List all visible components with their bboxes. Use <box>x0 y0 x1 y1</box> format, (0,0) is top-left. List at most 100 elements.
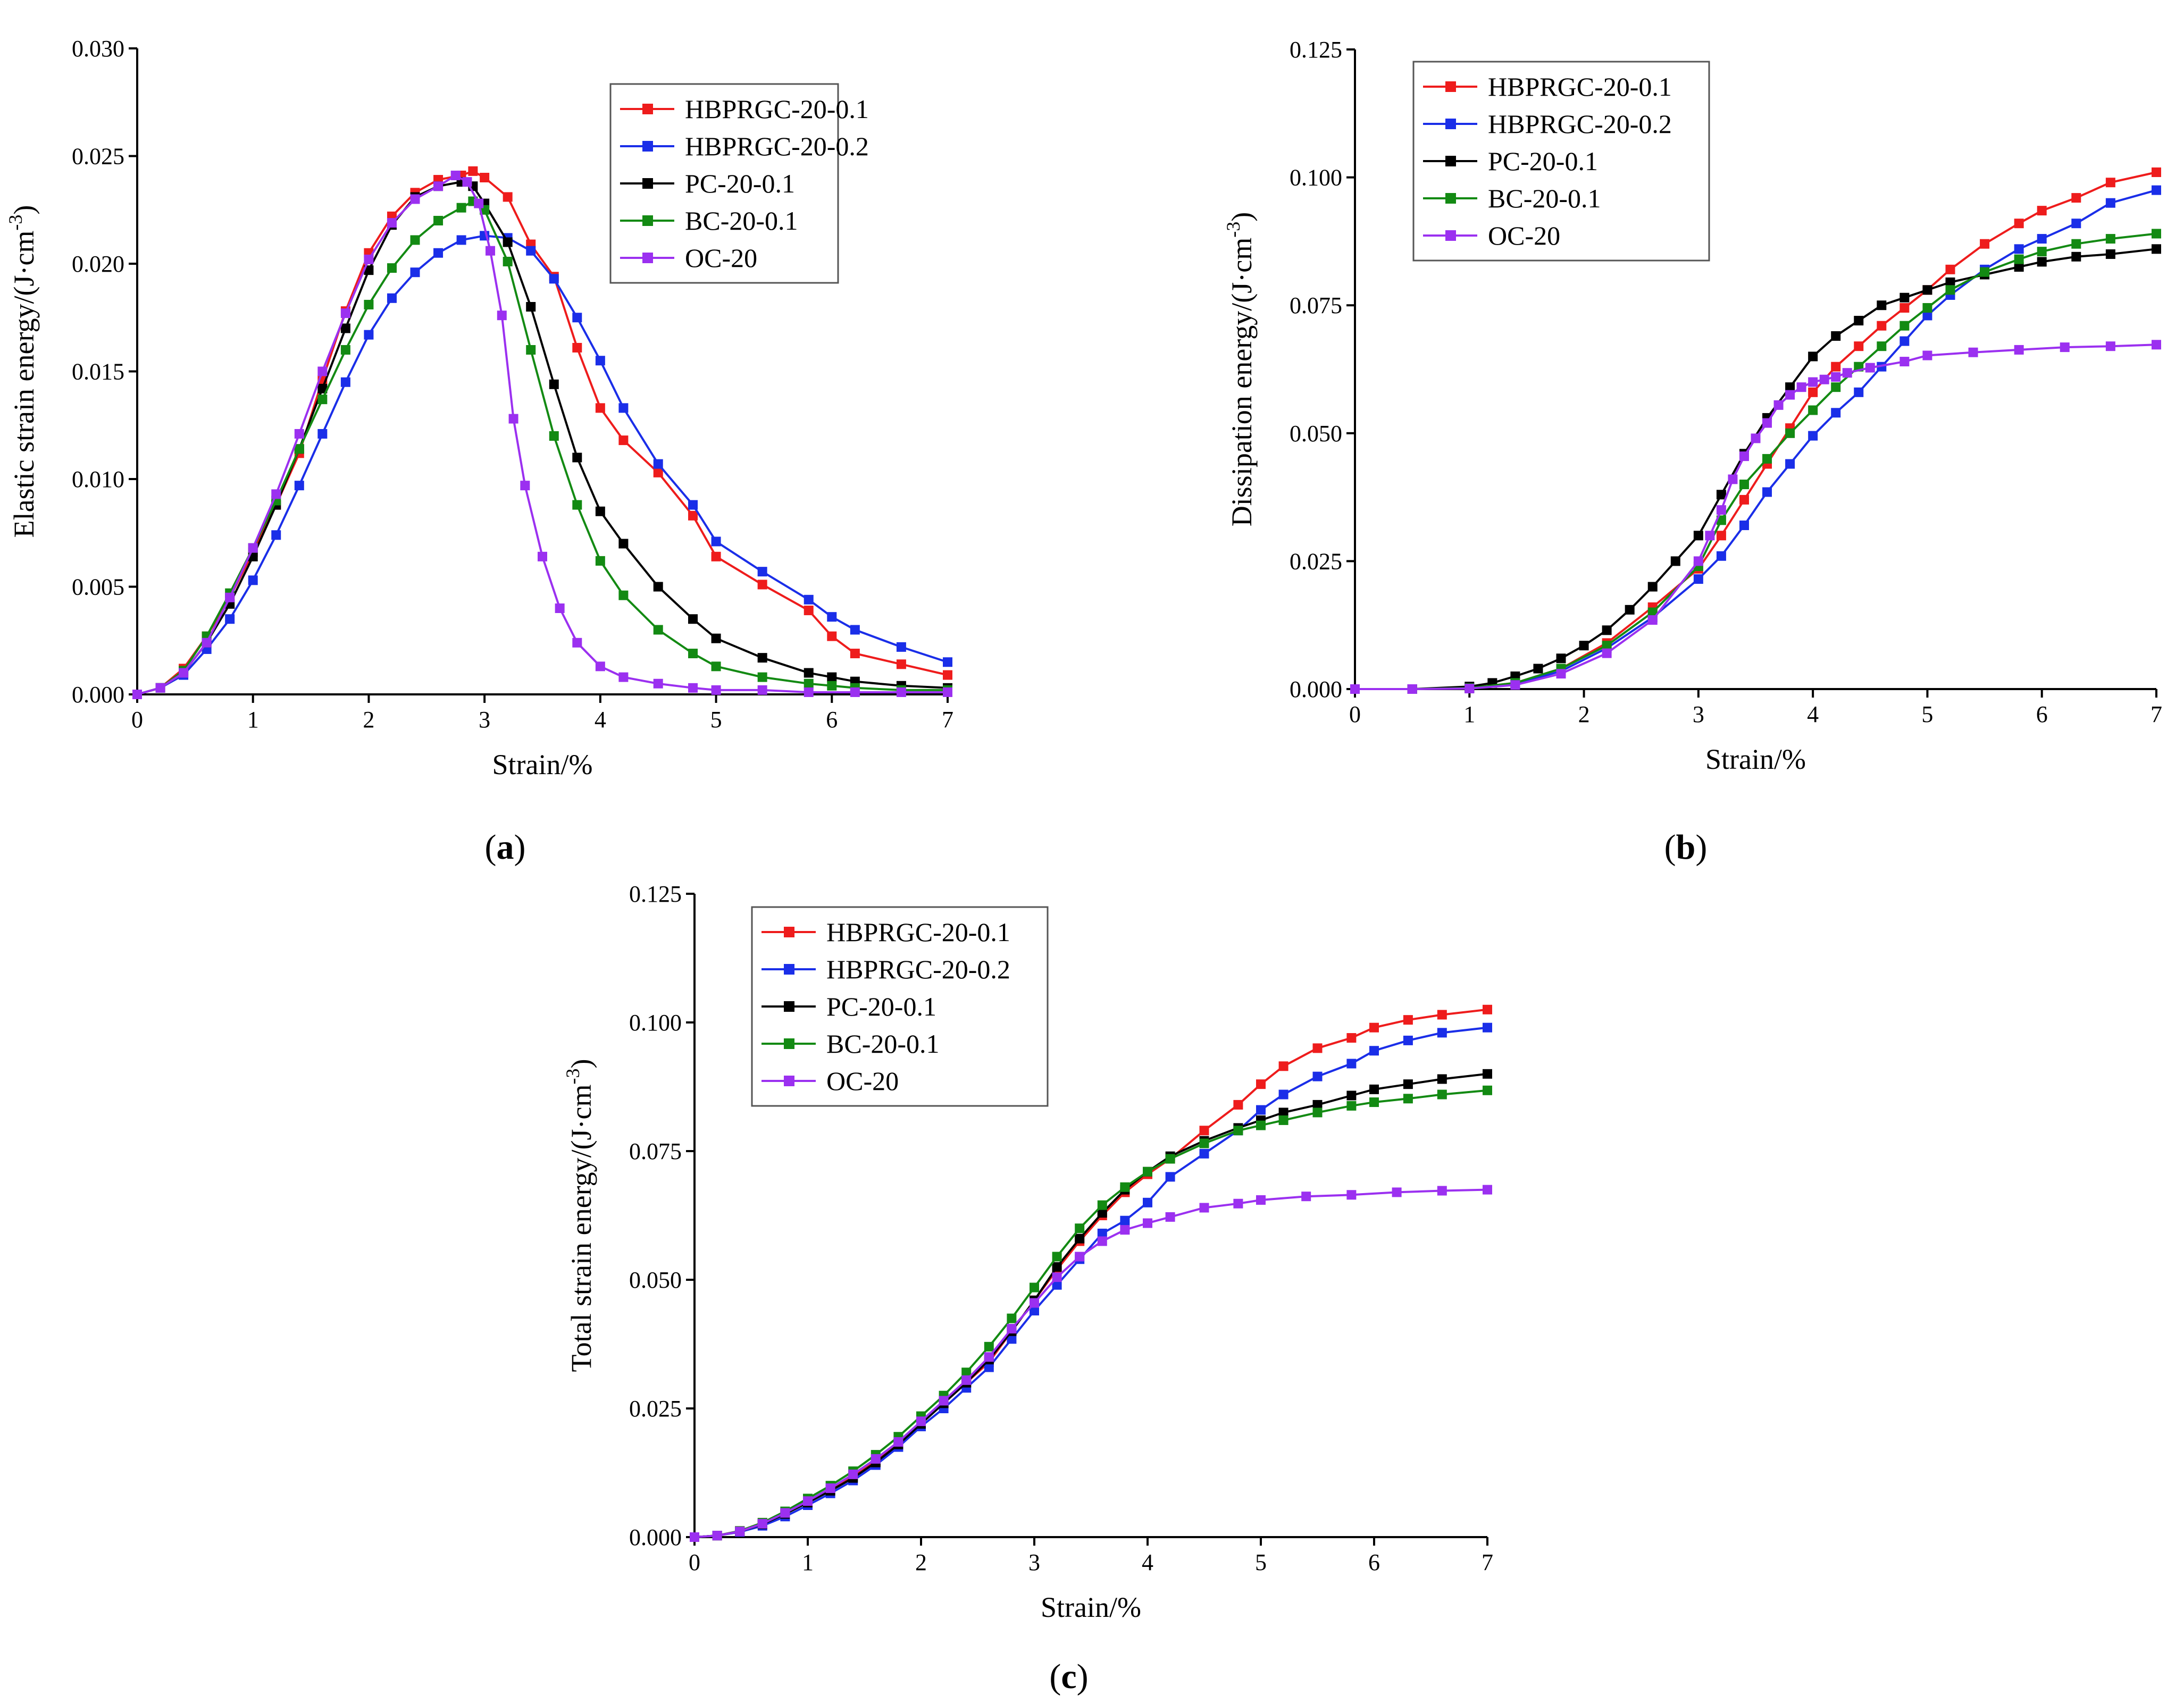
panel-label-letter: c <box>1061 1657 1076 1696</box>
data-point <box>317 395 328 405</box>
data-point <box>294 444 304 454</box>
y-tick-label: 0.100 <box>1290 165 1342 191</box>
data-point <box>688 649 698 659</box>
data-point <box>2152 229 2161 239</box>
data-point <box>1052 1272 1062 1282</box>
data-point <box>1097 1236 1107 1246</box>
data-point <box>1278 1115 1288 1125</box>
data-point <box>1808 377 1818 387</box>
data-point <box>433 248 444 258</box>
data-point <box>595 403 605 413</box>
data-point <box>1739 494 1749 505</box>
data-point <box>1945 285 1955 295</box>
data-point <box>757 653 767 663</box>
data-point <box>1052 1252 1062 1262</box>
x-tick-label: 0 <box>1349 701 1361 727</box>
y-tick-label: 0.030 <box>72 36 124 62</box>
data-point <box>757 580 767 590</box>
data-point <box>961 1368 972 1378</box>
y-axis-title: Dissipation energy/(J·cm-3) <box>1223 212 1258 526</box>
data-point <box>1693 574 1703 584</box>
data-point <box>688 614 698 624</box>
y-axis-title-exponent: -3 <box>562 1068 583 1084</box>
data-point <box>653 678 663 689</box>
data-point <box>827 612 837 622</box>
x-axis-title: Strain/% <box>492 749 593 781</box>
data-point <box>1233 1198 1243 1209</box>
y-tick-label: 0.020 <box>72 251 124 277</box>
data-point <box>804 606 814 616</box>
data-point <box>1256 1105 1266 1115</box>
data-point <box>340 308 350 318</box>
data-point <box>1877 321 1887 331</box>
data-point <box>757 685 767 695</box>
data-point <box>1030 1282 1039 1293</box>
x-tick-label: 6 <box>1368 1549 1380 1575</box>
data-point <box>803 1496 813 1506</box>
data-point <box>943 670 952 680</box>
data-point <box>893 1437 903 1447</box>
data-point <box>462 177 472 187</box>
legend-label: HBPRGC-20-0.2 <box>685 131 869 161</box>
data-point <box>364 330 374 340</box>
data-point <box>433 216 444 225</box>
series-line <box>1355 248 2157 690</box>
series-BC-20-0.1 <box>690 1085 1492 1542</box>
legend-box <box>609 83 839 284</box>
x-tick-label: 7 <box>942 707 953 733</box>
legend-swatch-marker <box>1445 230 1456 241</box>
x-tick-label: 2 <box>363 707 374 733</box>
y-tick-label: 0.025 <box>1290 548 1342 574</box>
y-tick-label: 0.075 <box>629 1138 682 1164</box>
data-point <box>827 631 837 641</box>
panel-label-close: ) <box>514 828 526 867</box>
data-point <box>943 657 952 667</box>
data-point <box>340 377 350 387</box>
legend-swatch-marker <box>784 1038 794 1049</box>
y-tick-label: 0.100 <box>629 1010 682 1036</box>
data-point <box>1533 664 1543 674</box>
data-point <box>1556 653 1566 664</box>
legend-label: OC-20 <box>685 243 757 273</box>
data-point <box>1301 1192 1311 1202</box>
data-point <box>1819 374 1829 384</box>
data-point <box>456 235 466 245</box>
data-point <box>555 603 565 613</box>
data-point <box>410 267 420 278</box>
data-point <box>1762 487 1772 497</box>
data-point <box>827 672 837 682</box>
data-point <box>1369 1046 1379 1056</box>
legend-swatch-marker <box>642 141 653 152</box>
data-point <box>248 575 258 585</box>
data-point <box>1143 1218 1152 1228</box>
data-point <box>916 1416 926 1427</box>
panel-label-close: ) <box>1695 828 1707 867</box>
data-point <box>757 567 767 577</box>
legend-label: HBPRGC-20-0.1 <box>685 94 869 124</box>
data-point <box>1030 1306 1039 1316</box>
panel-label: (c) <box>1049 1657 1088 1696</box>
data-point <box>1233 1100 1243 1110</box>
data-point <box>1785 390 1795 400</box>
data-point <box>1739 480 1749 490</box>
data-point <box>202 637 212 648</box>
data-point <box>711 536 721 547</box>
data-point <box>1030 1298 1039 1308</box>
data-point <box>503 256 513 266</box>
data-point <box>1854 387 1864 397</box>
data-point <box>572 342 582 353</box>
data-point <box>2152 340 2161 350</box>
x-tick-label: 2 <box>915 1549 927 1575</box>
data-point <box>387 263 397 273</box>
data-point <box>711 633 721 643</box>
x-tick-label: 5 <box>1255 1549 1267 1575</box>
data-point <box>1831 382 1841 392</box>
data-point <box>871 1454 881 1464</box>
data-point <box>1808 431 1818 441</box>
data-point <box>1437 1089 1447 1100</box>
data-point <box>1922 285 1932 295</box>
data-point <box>1483 1085 1492 1095</box>
data-point <box>450 170 461 180</box>
legend-label: HBPRGC-20-0.1 <box>1488 72 1672 102</box>
data-point <box>1369 1084 1379 1094</box>
